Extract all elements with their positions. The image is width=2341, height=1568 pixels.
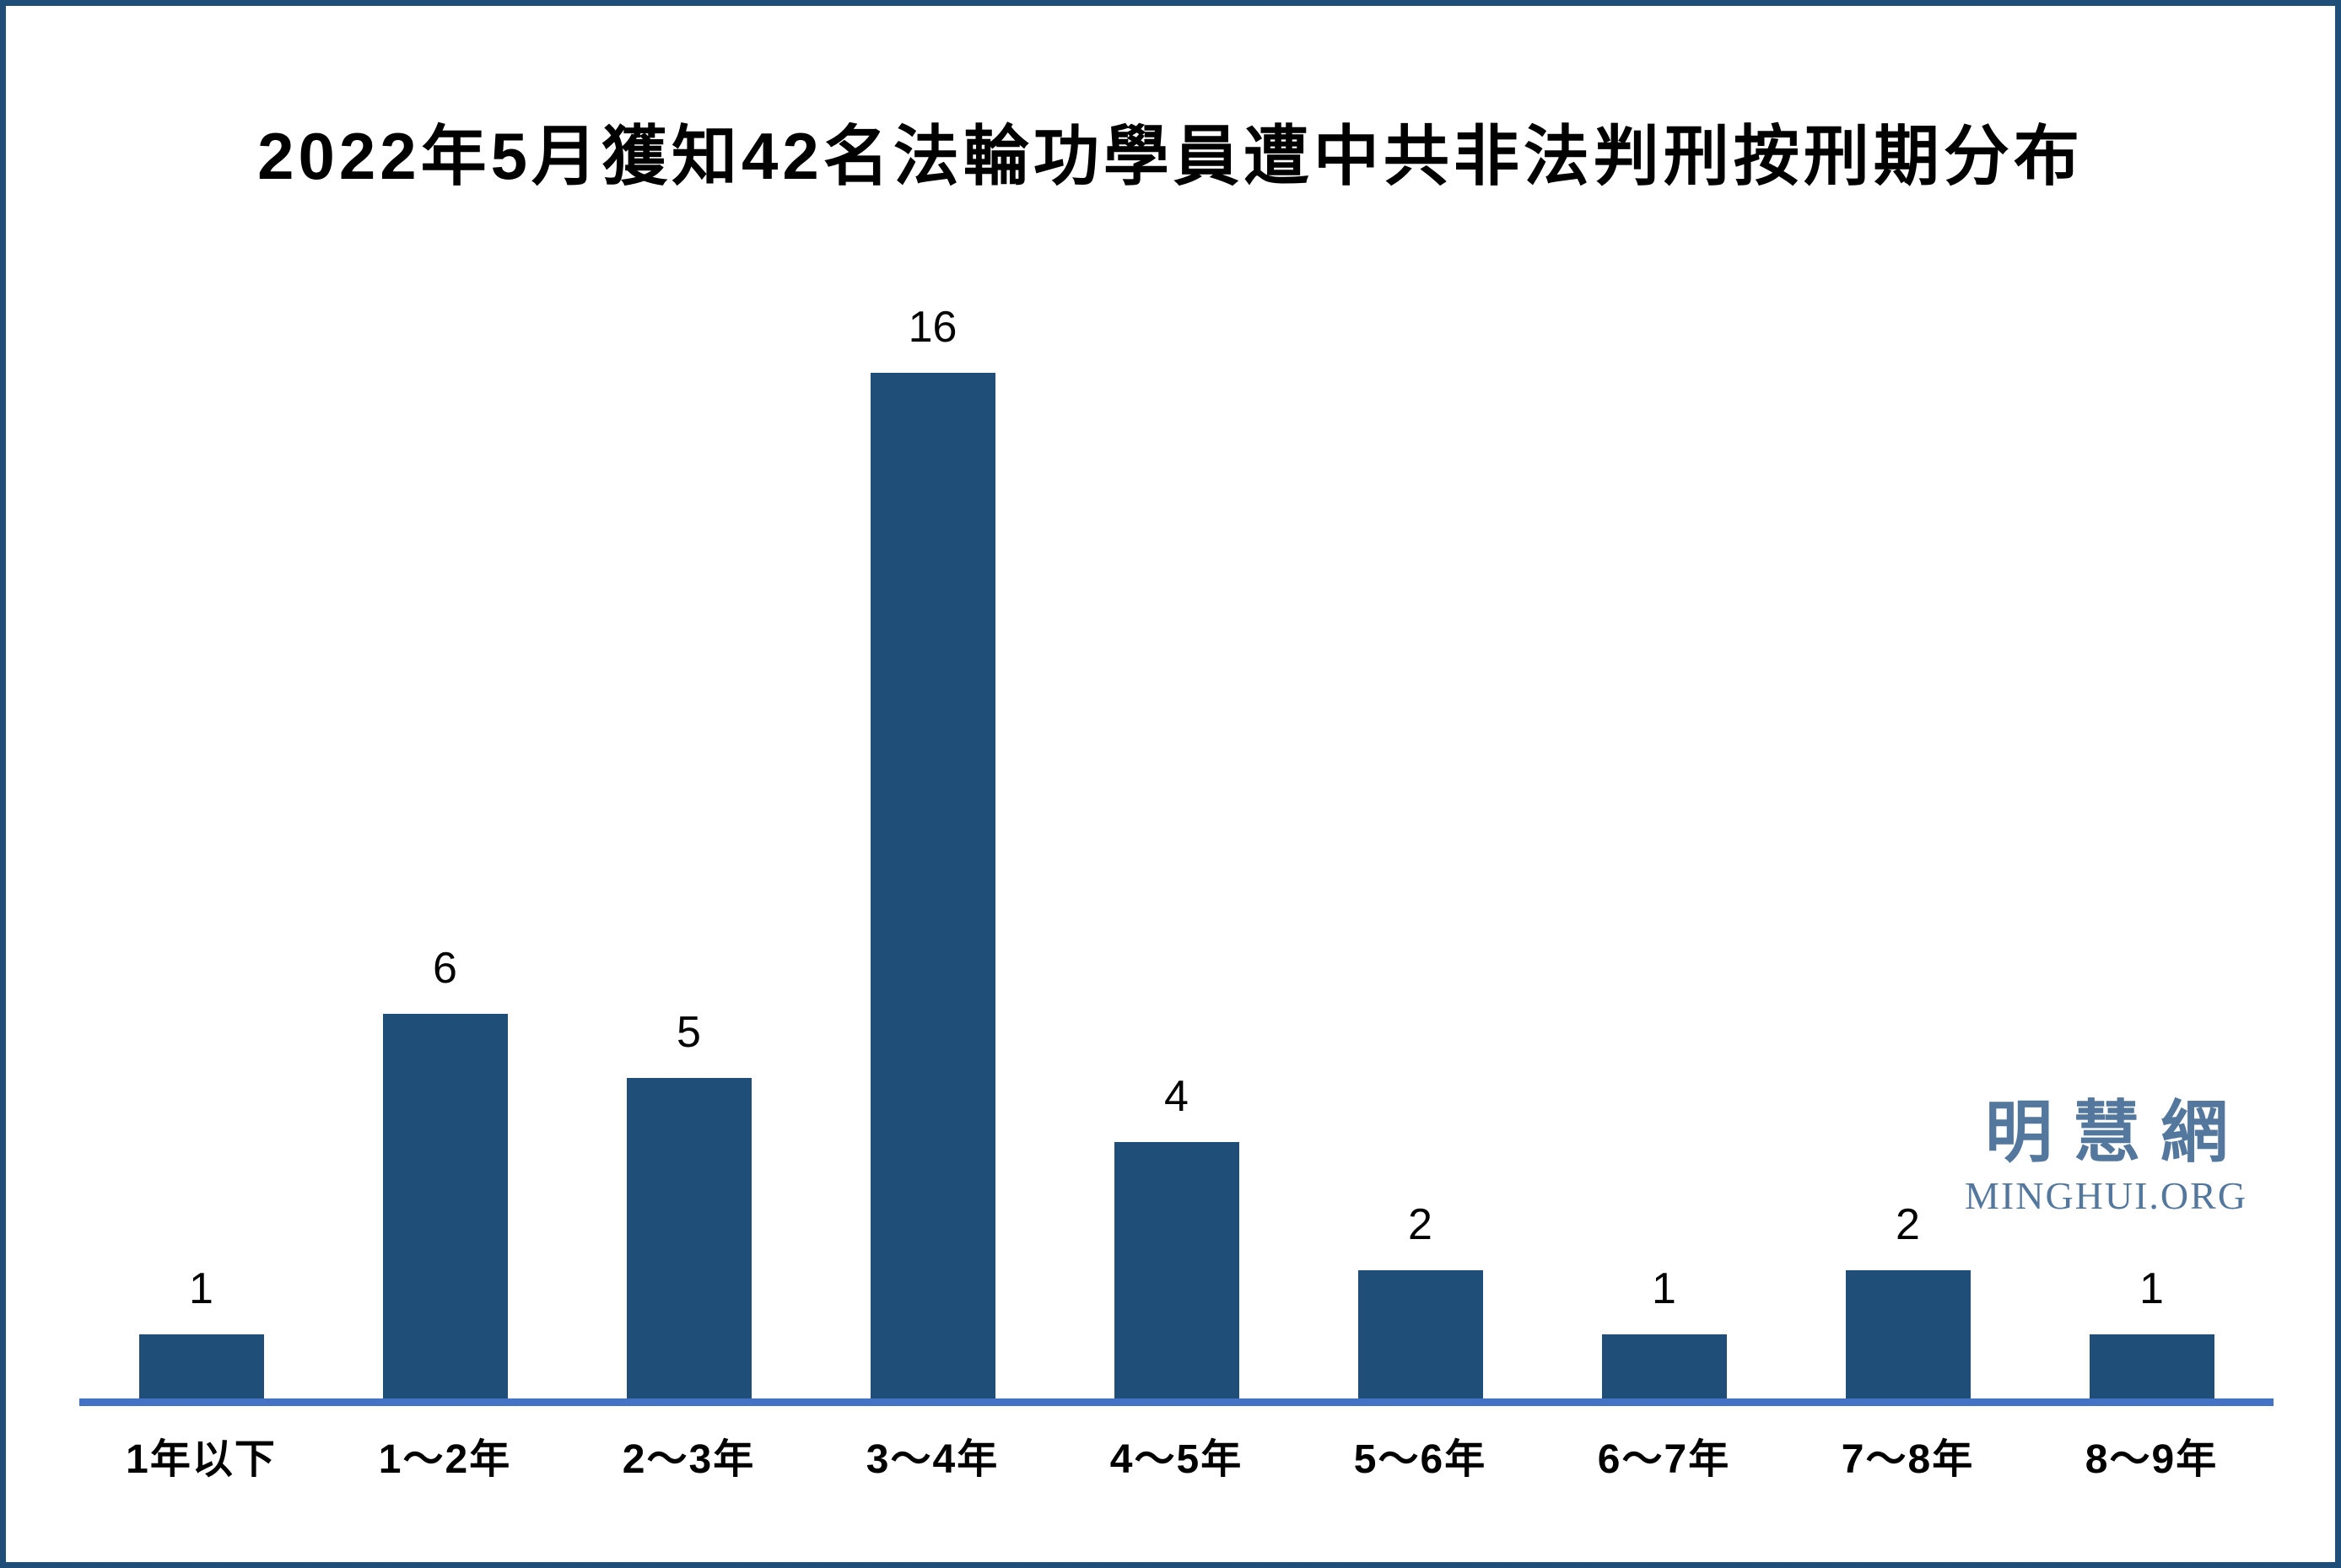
bar-column: 1 [2030,373,2274,1398]
bar-value-label: 2 [1408,1200,1432,1249]
bar [2089,1334,2214,1398]
bar-column: 2 [1298,373,1542,1398]
x-axis-tick-label: 3～4年 [866,1437,1000,1482]
x-axis-tick-label: 6～7年 [1597,1437,1731,1482]
chart-title: 2022年5月獲知42名法輪功學員遭中共非法判刑按刑期分布 [257,119,2084,193]
x-axis-tick-label: 4～5年 [1109,1437,1243,1482]
bar [870,373,995,1398]
bar-column: 1 [1542,373,1786,1398]
bar-value-label: 6 [433,944,457,993]
bar-column: 1 [79,373,323,1398]
bar-value-label: 1 [1652,1264,1676,1313]
x-axis-labels-row: 1年以下 1～2年 2～3年 3～4年 4～5年 5～6年 6～7年 7～8年 8～9年 [79,1440,2274,1480]
x-axis-tick-label: 8～9年 [2085,1437,2219,1482]
bar-column: 16 [811,305,1055,1398]
bar-value-label: 1 [2139,1264,2164,1313]
bar-column: 6 [323,373,567,1398]
bar-value-label: 1 [189,1264,213,1313]
bar [1601,1334,1727,1398]
x-axis-tick-label: 2～3年 [622,1437,756,1482]
x-axis-line [79,1398,2274,1406]
bar-value-label: 5 [677,1008,701,1057]
plot-area: 1 6 5 16 4 2 1 2 1 1年以下 1～2年 2～3年 3～4年 4～5年 5～6年 6～7年 7… [79,6,2274,1562]
bar-value-label: 2 [1896,1200,1920,1249]
minghui-logo-chinese: 明慧網 [1985,1095,2248,1170]
bar [1845,1270,1971,1398]
minghui-watermark: 明慧網 MINGHUI.ORG [1965,1095,2248,1218]
bar-value-label: 16 [908,303,957,352]
bars-row: 1 6 5 16 4 2 1 2 1 [79,305,2274,1398]
x-axis-tick-label: 1年以下 [126,1437,277,1482]
bar-column: 4 [1055,373,1298,1398]
bar-value-label: 4 [1164,1072,1189,1121]
x-axis-tick-label: 5～6年 [1353,1437,1487,1482]
bar-column: 2 [1786,373,2030,1398]
bar [1114,1142,1239,1398]
bar [626,1078,752,1398]
bar [138,1334,264,1398]
bar-column: 5 [567,373,811,1398]
minghui-logo-url: MINGHUI.ORG [1965,1174,2248,1217]
bar [382,1014,508,1398]
x-axis-tick-label: 7～8年 [1841,1437,1975,1482]
x-axis-tick-label: 1～2年 [378,1437,512,1482]
bar [1357,1270,1483,1398]
